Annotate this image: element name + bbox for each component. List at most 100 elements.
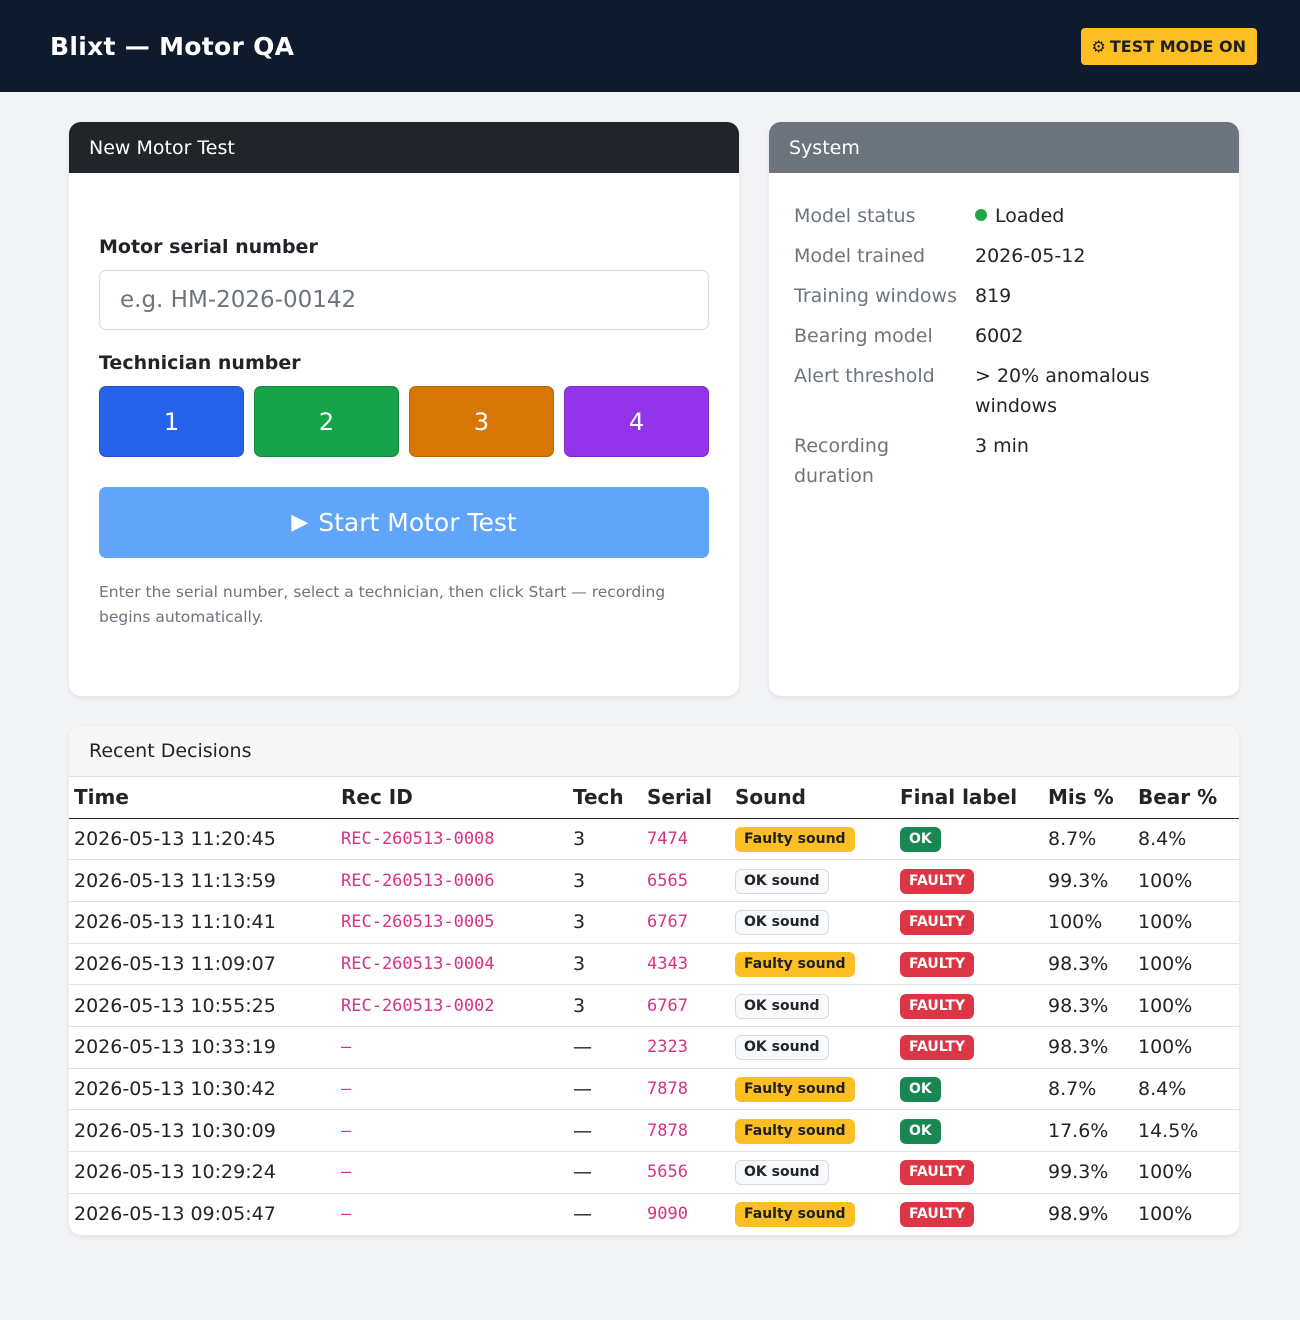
cell-bear: 100% [1133, 901, 1239, 944]
table-row[interactable]: 2026-05-13 10:55:25 REC-260513-0002 3 6767 O… [69, 984, 1239, 1027]
system-key: Model status [794, 205, 916, 227]
serial-number-label: Motor serial number [99, 236, 318, 258]
cell-rec-id: – [341, 1204, 352, 1225]
cell-serial: 6767 [642, 984, 730, 1027]
table-row[interactable]: 2026-05-13 11:09:07 REC-260513-0004 3 4343 F… [69, 943, 1239, 986]
sound-badge: OK sound [735, 1035, 829, 1061]
start-motor-test-button[interactable]: ▶ Start Motor Test [99, 487, 709, 558]
cell-rec-id: REC-260513-0002 [336, 984, 568, 1027]
table-row[interactable]: 2026-05-13 10:29:24– —5656 OK sound FAULTY 9… [69, 1151, 1239, 1194]
final-label-badge: OK [900, 1118, 941, 1144]
cell-final-label: OK [895, 1068, 1043, 1111]
table-row[interactable]: 2026-05-13 10:33:19– —2323 OK sound FAULTY 9… [69, 1026, 1239, 1069]
top-navbar: Blixt — Motor QA ⚙ TEST MODE ON [0, 0, 1300, 92]
system-key: Model trained [794, 245, 926, 267]
cell-serial: 2323 [642, 1026, 730, 1069]
cell-mis: 99.3% [1043, 859, 1133, 902]
cell-time: 2026-05-13 11:20:45 [69, 818, 336, 861]
table-row[interactable]: 2026-05-13 11:20:45 REC-260513-0008 3 7474 F… [69, 818, 1239, 861]
final-label-badge: FAULTY [900, 910, 975, 936]
cell-time: 2026-05-13 09:05:47 [74, 1203, 276, 1226]
help-text: Enter the serial number, select a techni… [99, 583, 666, 626]
system-row-bearing-model: Bearing model 6002 [794, 321, 1214, 351]
cell-mis: 8.7% [1043, 1068, 1133, 1111]
system-row-training-windows: Training windows 819 [794, 281, 1214, 311]
column-header-sound[interactable]: Sound [730, 777, 895, 819]
column-header-bear[interactable]: Bear % [1133, 777, 1239, 819]
cell-tech: 3 [568, 859, 642, 902]
column-header-serial[interactable]: Serial [642, 777, 730, 819]
cell-bear: 100% [1133, 984, 1239, 1027]
test-mode-badge[interactable]: ⚙ TEST MODE ON [1080, 27, 1257, 65]
final-label-badge: FAULTY [900, 1035, 975, 1061]
sound-badge: OK sound [735, 868, 829, 894]
cell-time: 2026-05-13 10:29:24 [69, 1151, 336, 1194]
sound-badge: Faulty sound [735, 951, 855, 977]
column-header-time[interactable]: Time [69, 777, 336, 819]
column-header-mis[interactable]: Mis % [1043, 777, 1133, 819]
cell-serial: 4343 [642, 943, 730, 986]
cell-time: 2026-05-13 10:33:19 [69, 1026, 336, 1069]
system-key: Bearing model [794, 325, 933, 347]
column-header-rec-id[interactable]: Rec ID [336, 777, 568, 819]
table-row[interactable]: 2026-05-13 10:30:42– —7878 Faulty sound OK 8… [69, 1068, 1239, 1111]
technician-1-button[interactable]: 1 [99, 386, 244, 457]
system-title: System [769, 122, 1239, 173]
cell-tech: 3 [568, 943, 642, 986]
cell-time: 2026-05-13 11:10:41 [69, 901, 336, 944]
cell-rec-id: REC-260513-0006 [336, 859, 568, 902]
cell-bear: 100% [1133, 859, 1239, 902]
system-value: > 20% anomalous windows [975, 365, 1150, 417]
table-row[interactable]: 2026-05-13 11:13:59 REC-260513-0006 3 6565 O… [69, 859, 1239, 902]
cell-tech: — [568, 1109, 642, 1152]
cell-sound: Faulty sound [730, 1109, 895, 1152]
table-row[interactable]: 2026-05-13 11:10:41 REC-260513-0005 3 6767 O… [69, 901, 1239, 944]
system-value: 2026-05-12 [975, 245, 1086, 267]
play-icon: ▶ [291, 510, 309, 535]
technician-2-button[interactable]: 2 [254, 386, 399, 457]
cell-sound: OK sound [730, 1026, 895, 1069]
column-header-tech[interactable]: Tech [568, 777, 642, 819]
start-motor-test-label: Start Motor Test [318, 508, 517, 537]
technician-3-button[interactable]: 3 [409, 386, 554, 457]
cell-bear: 100% [1133, 1026, 1239, 1069]
system-value: 3 min [975, 435, 1029, 457]
cell-time: 2026-05-13 11:13:59 [69, 859, 336, 902]
recent-decisions-title: Recent Decisions [69, 726, 1239, 777]
sound-badge: Faulty sound [735, 1118, 855, 1144]
cell-serial: 6565 [642, 859, 730, 902]
technician-4-button[interactable]: 4 [564, 386, 709, 457]
serial-number-input[interactable] [99, 270, 709, 330]
test-mode-label: TEST MODE ON [1109, 36, 1246, 56]
system-value: Loaded [995, 205, 1065, 227]
cell-rec-id: REC-260513-0008 [336, 818, 568, 861]
final-label-badge: FAULTY [900, 951, 975, 977]
cell-time: 2026-05-13 10:30:09 [69, 1109, 336, 1152]
cell-bear: 8.4% [1133, 818, 1239, 861]
final-label-badge: FAULTY [900, 1202, 975, 1228]
cell-bear: 100% [1138, 1203, 1193, 1226]
sound-badge: Faulty sound [735, 1076, 855, 1102]
cell-final-label: FAULTY [895, 943, 1043, 986]
cell-mis: 99.3% [1043, 1151, 1133, 1194]
table-row[interactable]: 2026-05-13 10:30:09– —7878 Faulty sound OK 1… [69, 1109, 1239, 1152]
table-row[interactable]: 2026-05-13 09:05:47 – — 9090 Faulty sound FAU… [69, 1193, 1239, 1235]
cell-serial: 6767 [642, 901, 730, 944]
cell-time: 2026-05-13 11:09:07 [69, 943, 336, 986]
final-label-badge: FAULTY [900, 993, 975, 1019]
system-row-model-status: Model status Loaded [794, 201, 1214, 231]
cell-mis: 17.6% [1043, 1109, 1133, 1152]
cell-bear: 8.4% [1133, 1068, 1239, 1111]
recent-decisions-table: Time Rec ID Tech Serial Sound Final labe… [69, 777, 1239, 1235]
cell-rec-id: – [336, 1026, 568, 1069]
cell-mis: 98.3% [1043, 943, 1133, 986]
column-header-final-label[interactable]: Final label [895, 777, 1043, 819]
technician-number-label: Technician number [99, 352, 301, 374]
cell-bear: 100% [1133, 1151, 1239, 1194]
cell-rec-id: – [336, 1068, 568, 1111]
cell-time: 2026-05-13 10:55:25 [69, 984, 336, 1027]
technician-button-group: 1 2 3 4 [99, 386, 709, 457]
cell-tech: — [568, 1026, 642, 1069]
cell-sound: Faulty sound [730, 1068, 895, 1111]
cell-final-label: FAULTY [895, 859, 1043, 902]
